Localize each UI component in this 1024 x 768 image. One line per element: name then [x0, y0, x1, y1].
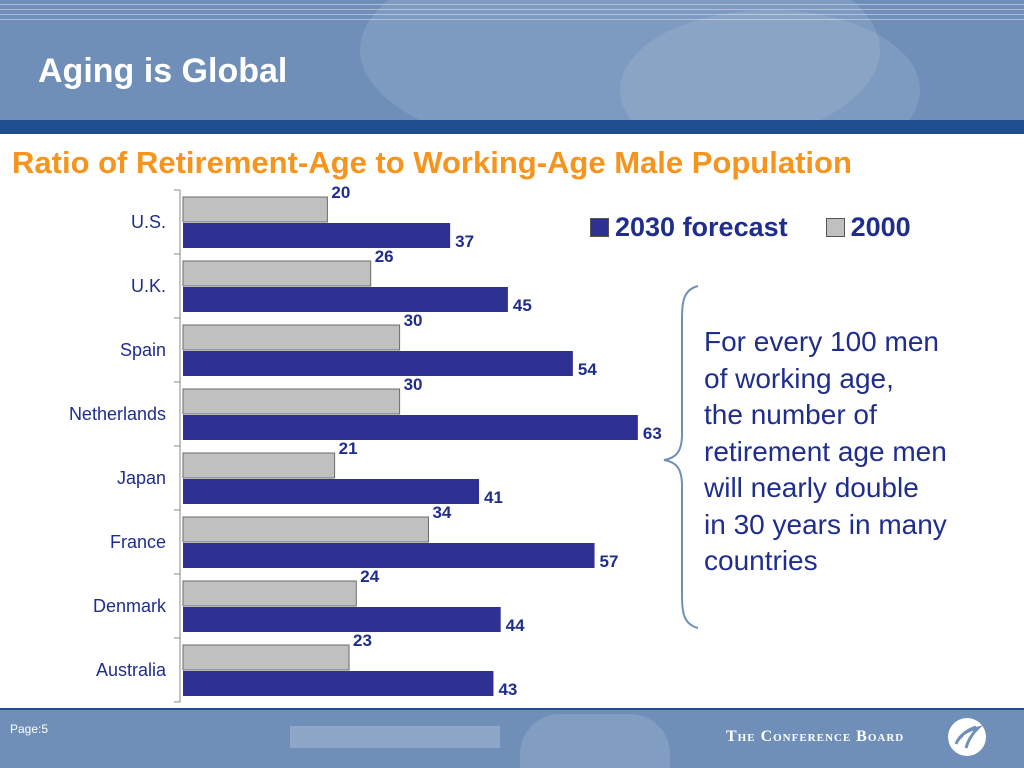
data-label-2030-forecast: 43	[498, 680, 517, 699]
category-label: U.S.	[131, 212, 166, 232]
data-label-2000: 26	[375, 247, 394, 266]
bar-2000	[182, 452, 336, 479]
data-label-2000: 21	[339, 439, 358, 458]
category-label: Spain	[120, 340, 166, 360]
header-banner	[0, 0, 1024, 120]
data-label-2000: 23	[353, 631, 372, 650]
note-line: will nearly double	[704, 472, 919, 503]
bar-2030-forecast	[183, 415, 638, 440]
note-line: the number of	[704, 399, 877, 430]
data-label-2030-forecast: 54	[578, 360, 597, 379]
bar-2030-forecast	[183, 479, 480, 504]
bar-2030-forecast	[183, 607, 501, 632]
data-label-2030-forecast: 37	[455, 232, 474, 251]
category-label: Australia	[96, 660, 167, 680]
bar-2000	[182, 516, 429, 543]
legend-label-forecast: 2030 forecast	[615, 212, 788, 242]
category-label: Netherlands	[69, 404, 166, 424]
bar-2000	[182, 388, 401, 415]
chart-legend: 2030 forecast 2000	[590, 212, 949, 243]
data-label-2030-forecast: 41	[484, 488, 503, 507]
bar-2000	[182, 644, 350, 671]
footer-divider	[0, 708, 1024, 710]
data-label-2030-forecast: 57	[600, 552, 619, 571]
data-label-2000: 30	[404, 311, 423, 330]
bar-2000	[182, 260, 372, 287]
bar-2000	[182, 324, 401, 351]
note-line: countries	[704, 545, 818, 576]
legend-swatch-2000	[825, 218, 845, 237]
legend-swatch-forecast	[590, 218, 609, 237]
data-label-2030-forecast: 45	[513, 296, 532, 315]
bar-2030-forecast	[183, 287, 508, 312]
data-label-2000: 24	[360, 567, 379, 586]
brand-name: The Conference Board	[726, 728, 905, 745]
legend-item-2000: 2000	[825, 212, 911, 243]
legend-item-forecast: 2030 forecast	[590, 212, 788, 243]
note-line: For every 100 men	[704, 326, 939, 357]
category-label: Japan	[117, 468, 166, 488]
page-title: Aging is Global	[38, 52, 288, 90]
chart-title: Ratio of Retirement-Age to Working-Age M…	[12, 145, 852, 180]
curly-brace-icon	[663, 285, 699, 629]
data-label-2000: 34	[432, 503, 451, 522]
bar-2000	[182, 580, 357, 607]
data-label-2030-forecast: 44	[506, 616, 525, 635]
note-line: retirement age men	[704, 435, 947, 467]
data-label-2000: 30	[404, 375, 423, 394]
category-label: U.K.	[131, 276, 166, 296]
footer-banner	[0, 708, 1024, 768]
bar-2030-forecast	[183, 351, 573, 376]
bar-2000	[182, 196, 328, 223]
bar-2030-forecast	[183, 543, 595, 568]
category-label: France	[110, 532, 166, 552]
category-label: Denmark	[93, 596, 167, 616]
note-line: of working age,	[704, 362, 894, 394]
note-line: in 30 years in many	[704, 508, 947, 540]
bar-chart: U.S. 20 37 U.K. 26 45 Spain 30 54 Netherlands 30 63…	[69, 183, 662, 703]
bar-2030-forecast	[183, 223, 451, 248]
bar-2030-forecast	[183, 671, 494, 696]
page-number: Page:5	[10, 722, 49, 736]
legend-label-2000: 2000	[850, 212, 911, 242]
data-label-2000: 20	[331, 183, 350, 202]
data-label-2030-forecast: 63	[643, 424, 662, 443]
annotation-note: For every 100 men of working age, the nu…	[704, 324, 1014, 580]
header-divider	[0, 120, 1024, 134]
conference-board-logo-icon	[948, 718, 986, 756]
